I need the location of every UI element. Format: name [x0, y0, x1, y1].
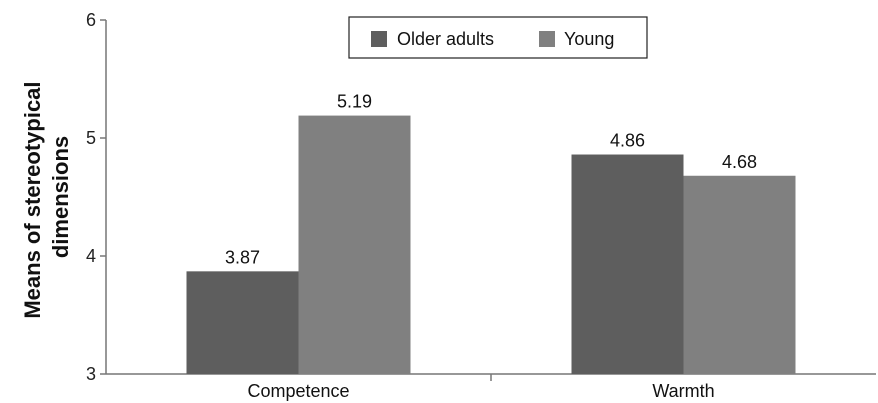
data-label: 4.86 [610, 131, 645, 151]
y-axis-label-line-2: dimensions [48, 136, 73, 258]
bar-young-warmth [683, 175, 796, 374]
legend-label-older-adults: Older adults [397, 29, 494, 49]
legend-swatch-young [539, 31, 555, 47]
y-tick-label: 5 [86, 128, 96, 148]
legend-label-young: Young [564, 29, 614, 49]
data-labels: 3.87 5.19 4.86 4.68 [225, 92, 757, 268]
y-axis-label: Means of stereotypical dimensions [20, 75, 73, 318]
bars [186, 115, 796, 374]
y-ticks: 3 4 5 6 [86, 10, 106, 384]
x-categories: Competence Warmth [247, 374, 715, 401]
y-tick-label: 6 [86, 10, 96, 30]
legend: Older adults Young [348, 16, 648, 59]
y-tick-label: 4 [86, 246, 96, 266]
data-label: 5.19 [337, 92, 372, 112]
x-category-label: Competence [247, 381, 349, 401]
legend-box [348, 16, 648, 59]
data-label: 4.68 [722, 152, 757, 172]
x-category-label: Warmth [652, 381, 714, 401]
bar-young-competence [298, 115, 411, 374]
y-tick-label: 3 [86, 364, 96, 384]
bar-older-adults-competence [186, 271, 299, 374]
bar-older-adults-warmth [571, 154, 684, 374]
legend-swatch-older-adults [371, 31, 387, 47]
data-label: 3.87 [225, 247, 260, 267]
y-axis-label-line-1: Means of stereotypical [20, 81, 45, 318]
